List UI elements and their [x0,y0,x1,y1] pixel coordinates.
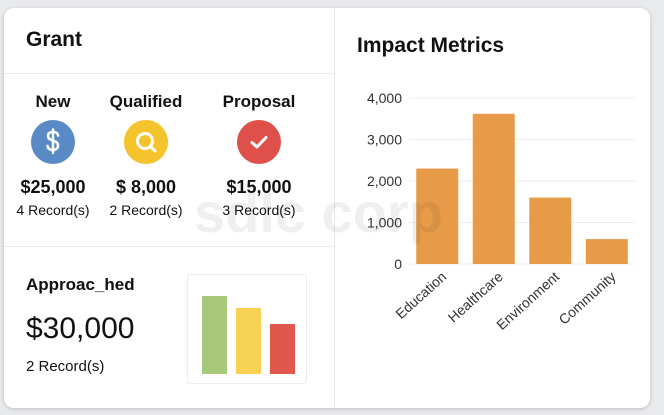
impact-metrics-chart: 01,0002,0003,0004,000EducationHealthcare… [367,90,635,333]
stage-records: 4 Record(s) [16,202,90,218]
dollar-icon [31,120,75,164]
mini-bar [236,308,261,374]
stage-label: Proposal [222,92,296,111]
dashboard-card: Grant New $25,000 4 Record(s) Qualified [4,8,650,408]
check-icon [237,120,281,164]
y-tick-label: 3,000 [367,132,402,148]
search-icon [124,120,168,164]
grant-title: Grant [26,28,83,51]
approached-title: Approac_hed [26,275,135,294]
stage-new[interactable]: New $25,000 4 Record(s) [4,90,105,218]
mini-bar [202,296,227,374]
bar [529,197,572,264]
metrics-title: Impact Metrics [357,34,505,57]
y-tick-label: 1,000 [367,215,402,231]
stage-label: New [35,92,71,111]
stage-amount: $25,000 [20,177,86,197]
stage-qualified[interactable]: Qualified $ 8,000 2 Record(s) [94,90,198,218]
stage-records: 3 Record(s) [222,202,296,218]
approached-mini-chart [187,274,307,384]
x-tick-label: Community [555,268,618,327]
stage-amount: $ 8,000 [115,177,177,197]
approached-amount: $30,000 [26,312,135,345]
divider [4,246,334,247]
grant-panel: Grant New $25,000 4 Record(s) Qualified [4,8,335,408]
bar [472,113,515,265]
y-tick-label: 0 [394,256,402,272]
y-tick-label: 4,000 [367,90,402,106]
y-tick-label: 2,000 [367,173,402,189]
approached-records: 2 Record(s) [26,358,105,375]
bar [416,168,459,264]
stage-records: 2 Record(s) [109,202,183,218]
x-tick-label: Education [392,268,449,322]
mini-bar [270,324,295,374]
impact-metrics-panel: Impact Metrics 0 1,000 2,000 3,000 4,000 Educ… [335,8,650,408]
stage-proposal[interactable]: Proposal $15,000 3 Record(s) [207,90,311,218]
stage-label: Qualified [109,92,183,111]
bar [585,239,628,264]
divider [4,73,334,74]
stage-amount: $15,000 [226,177,292,197]
